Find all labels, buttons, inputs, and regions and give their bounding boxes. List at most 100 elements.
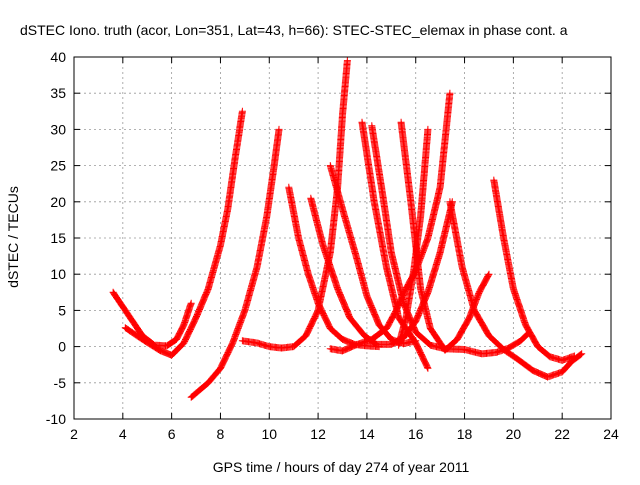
data-point: [549, 356, 551, 358]
y-tick-label: 0: [58, 339, 66, 355]
data-point: [124, 327, 126, 329]
data-point: [341, 350, 344, 352]
data-point: [356, 343, 358, 346]
data-point: [402, 343, 405, 345]
data-point: [366, 345, 368, 347]
data-point: [400, 121, 402, 123]
series-2: [121, 107, 246, 359]
y-tick-label: 15: [50, 230, 66, 246]
data-point: [297, 237, 300, 239]
data-point: [573, 355, 575, 357]
data-point: [158, 349, 161, 351]
data-point: [307, 273, 309, 275]
series-12: [395, 125, 432, 349]
y-tick-label: 25: [50, 158, 66, 174]
data-point: [380, 186, 383, 188]
x-tick-label: 16: [408, 426, 424, 442]
data-point: [341, 338, 344, 340]
data-point: [390, 251, 392, 254]
y-tick-label: 5: [58, 302, 66, 318]
data-point: [305, 335, 307, 337]
data-point: [341, 114, 344, 116]
y-tick-label: 35: [50, 85, 66, 101]
y-tick-label: 40: [50, 49, 66, 65]
data-point: [415, 342, 417, 344]
data-point: [427, 237, 429, 239]
data-point: [468, 317, 471, 319]
data-point: [127, 313, 129, 315]
data-layer: [109, 57, 586, 401]
data-point: [171, 354, 173, 356]
data-point: [444, 349, 446, 351]
data-point: [337, 288, 339, 290]
data-point: [439, 186, 441, 188]
x-tick-label: 24: [603, 426, 619, 442]
data-point: [207, 288, 209, 290]
y-tick-label: -10: [46, 411, 66, 427]
data-point: [371, 125, 373, 127]
y-axis-label: dSTEC / TECUs: [5, 186, 21, 288]
data-point: [561, 359, 563, 361]
chart-title: dSTEC Iono. truth (acor, Lon=351, Lat=43…: [20, 22, 568, 38]
series-3: [187, 125, 283, 401]
data-point: [420, 215, 422, 217]
x-tick-label: 20: [506, 426, 522, 442]
data-point: [266, 215, 268, 217]
series-8: [326, 162, 420, 348]
data-point: [232, 342, 234, 344]
x-tick-label: 14: [359, 426, 375, 442]
data-point: [512, 288, 514, 290]
x-tick-label: 2: [70, 426, 78, 442]
plot-frame: [73, 56, 612, 420]
y-tick-label: -5: [54, 375, 67, 391]
x-tick-label: 6: [168, 426, 176, 442]
data-point: [166, 345, 168, 347]
data-point: [385, 266, 388, 268]
data-point: [507, 347, 510, 349]
data-point: [256, 266, 258, 268]
data-point: [520, 340, 522, 342]
data-point: [415, 320, 417, 322]
series-9: [358, 118, 432, 372]
data-point: [241, 110, 244, 112]
data-point: [385, 327, 388, 330]
data-point: [278, 128, 280, 130]
data-point: [398, 344, 400, 346]
data-point: [280, 347, 283, 349]
data-point: [493, 179, 495, 181]
data-point: [503, 348, 505, 351]
data-point: [329, 327, 331, 330]
data-point: [329, 165, 331, 167]
data-point: [503, 237, 505, 239]
data-point: [366, 295, 368, 297]
data-point: [376, 343, 378, 346]
data-point: [349, 317, 351, 319]
series-markers: [490, 176, 578, 364]
data-point: [427, 128, 429, 130]
data-point: [329, 348, 331, 350]
data-point: [405, 288, 407, 290]
data-point: [581, 353, 583, 355]
data-point: [488, 273, 490, 275]
data-point: [219, 244, 222, 246]
data-point: [183, 324, 185, 326]
series-13: [446, 198, 586, 381]
data-point: [439, 251, 441, 254]
data-point: [175, 338, 178, 340]
data-point: [461, 266, 463, 268]
data-point: [241, 340, 244, 342]
data-point: [473, 309, 475, 311]
x-tick-label: 10: [261, 426, 277, 442]
data-point: [481, 353, 483, 355]
data-point: [234, 157, 236, 159]
data-point: [112, 291, 114, 293]
data-point: [317, 302, 319, 304]
data-point: [310, 197, 312, 199]
data-point: [356, 259, 358, 261]
data-point: [420, 288, 422, 290]
data-point: [463, 348, 466, 351]
data-point: [412, 273, 414, 275]
data-point: [207, 382, 209, 384]
data-point: [398, 317, 400, 319]
